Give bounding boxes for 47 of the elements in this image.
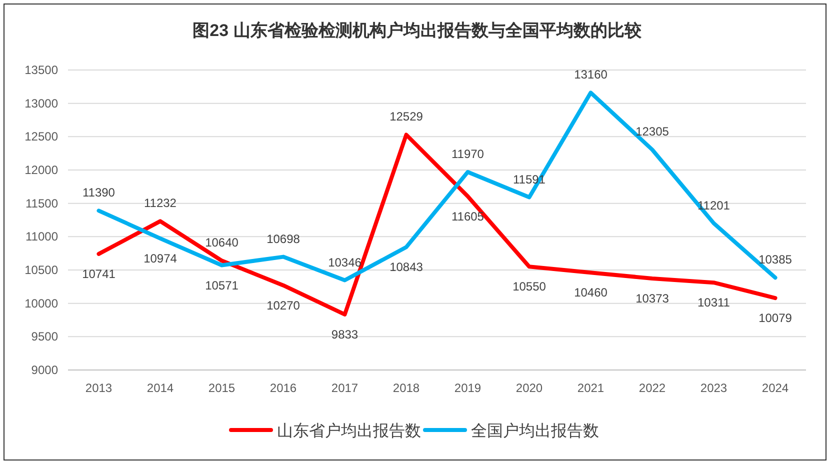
data-label: 10079 [758, 311, 792, 326]
y-tick-label: 12000 [24, 163, 58, 177]
data-label: 10974 [144, 251, 178, 266]
data-label: 10571 [205, 278, 239, 292]
data-label: 10311 [698, 296, 730, 310]
data-label: 10741 [82, 266, 116, 281]
data-label: 11232 [144, 196, 177, 210]
x-tick-label: 2017 [331, 381, 358, 395]
y-tick-label: 10500 [24, 263, 58, 277]
x-tick-label: 2015 [208, 381, 236, 395]
data-label: 10843 [390, 260, 424, 274]
x-tick-label: 2019 [454, 381, 482, 395]
x-tick-label: 2022 [638, 381, 666, 395]
data-label: 9833 [331, 327, 358, 342]
x-tick-label: 2021 [577, 381, 604, 395]
data-label: 10270 [266, 298, 300, 312]
x-tick-label: 2020 [516, 381, 543, 395]
data-label: 10698 [266, 232, 300, 246]
y-tick-label: 11000 [26, 230, 58, 244]
data-label: 10385 [758, 252, 792, 267]
x-tick-label: 2013 [85, 381, 112, 395]
data-label: 12305 [636, 124, 670, 139]
x-tick-label: 2023 [700, 381, 728, 395]
data-label: 10373 [636, 291, 670, 306]
y-tick-label: 9000 [31, 363, 58, 377]
y-tick-label: 10000 [24, 296, 58, 310]
data-label: 12529 [390, 110, 424, 124]
data-label: 10346 [328, 255, 362, 270]
data-label: 11970 [452, 147, 484, 161]
y-tick-label: 12500 [24, 130, 58, 144]
chart-title: 图23 山东省检验检测机构户均出报告数与全国平均数的比较 [192, 21, 642, 40]
data-label: 11605 [452, 209, 484, 224]
data-label: 13160 [574, 68, 608, 82]
data-label: 10640 [205, 236, 239, 250]
x-tick-label: 2024 [762, 381, 789, 395]
y-tick-label: 13500 [24, 63, 58, 77]
y-tick-label: 9500 [31, 330, 58, 344]
legend-label: 全国户均出报告数 [471, 422, 599, 440]
y-tick-label: 11500 [26, 196, 58, 210]
x-tick-label: 2018 [392, 381, 420, 395]
legend-label: 山东省户均出报告数 [277, 422, 421, 440]
data-label: 11390 [82, 186, 116, 200]
y-tick-label: 13000 [24, 96, 58, 110]
data-label: 10550 [512, 280, 546, 294]
data-label: 10460 [574, 286, 608, 300]
x-tick-label: 2016 [270, 381, 297, 395]
x-tick-label: 2014 [146, 381, 174, 395]
